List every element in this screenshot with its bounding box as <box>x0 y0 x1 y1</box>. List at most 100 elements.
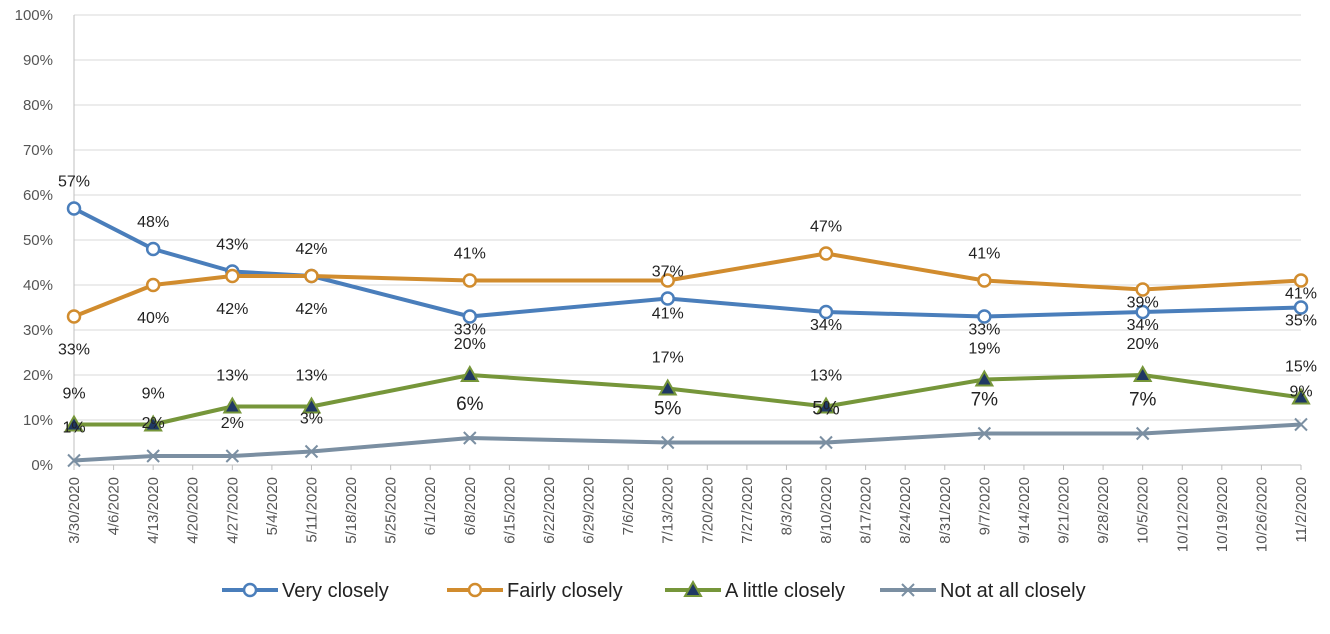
x-tick-label: 9/28/2020 <box>1095 477 1112 544</box>
data-label: 20% <box>454 336 486 353</box>
legend-label: Fairly closely <box>507 580 623 602</box>
point-marker <box>818 304 834 320</box>
series-lines <box>64 201 1311 468</box>
point-marker <box>462 309 478 324</box>
x-tick-label: 6/8/2020 <box>462 477 479 535</box>
x-tick-label: 7/6/2020 <box>620 477 637 535</box>
y-tick-label: 20% <box>23 367 53 384</box>
x-tick-label: 8/10/2020 <box>818 477 835 544</box>
point-marker <box>467 582 483 598</box>
x-tick-label: 4/20/2020 <box>185 477 202 544</box>
point-marker <box>660 273 675 288</box>
x-tick-label: 10/12/2020 <box>1174 477 1191 552</box>
y-tick-label: 0% <box>31 457 53 474</box>
x-tick-label: 11/2/2020 <box>1293 477 1310 543</box>
point-marker <box>977 309 992 324</box>
data-label: 9% <box>142 386 165 403</box>
legend-item: A little closely <box>665 579 845 602</box>
data-label: 39% <box>1127 295 1159 312</box>
x-tick-label: 3/30/2020 <box>66 477 83 544</box>
data-label: 13% <box>216 368 248 385</box>
y-tick-label: 10% <box>23 412 53 429</box>
data-label: 57% <box>58 174 90 191</box>
data-label: 43% <box>216 237 248 254</box>
x-tick-label: 4/13/2020 <box>145 477 162 544</box>
data-label: 41% <box>652 306 684 323</box>
data-label: 7% <box>1129 390 1157 411</box>
x-tick-label: 6/22/2020 <box>541 477 558 544</box>
data-label: 33% <box>454 322 486 339</box>
x-tick-label: 6/15/2020 <box>501 477 518 544</box>
point-marker <box>657 378 678 396</box>
data-label: 5% <box>812 399 840 420</box>
point-marker <box>225 268 240 284</box>
data-label: 2% <box>221 415 244 432</box>
point-marker <box>816 396 836 414</box>
x-axis: 3/30/2020 4/6/2020 4/13/2020 4/20/2020 4/27/… <box>66 464 1310 552</box>
x-tick-label: 8/31/2020 <box>937 477 954 544</box>
point-marker <box>1135 282 1150 297</box>
x-tick-label: 10/19/2020 <box>1214 477 1231 552</box>
point-marker <box>661 435 675 450</box>
y-tick-label: 80% <box>23 97 53 114</box>
point-marker <box>1291 387 1311 405</box>
point-marker <box>66 201 82 216</box>
data-labels: 57% 48% 43% 42% 33% 37% 34% 33% 34% 35% 33% 40% 42% 4… <box>58 174 1317 437</box>
point-marker <box>145 277 161 293</box>
x-tick-label: 7/20/2020 <box>699 477 716 544</box>
data-label: 33% <box>968 322 1000 339</box>
point-marker <box>974 369 995 387</box>
y-tick-label: 40% <box>23 277 53 294</box>
data-label: 9% <box>1289 384 1312 401</box>
gridlines <box>74 14 1301 421</box>
x-tick-label: 9/21/2020 <box>1056 477 1073 544</box>
x-tick-label: 9/14/2020 <box>1016 477 1033 544</box>
point-marker <box>64 414 84 432</box>
data-label: 3% <box>300 411 323 428</box>
x-tick-label: 4/27/2020 <box>224 477 241 544</box>
y-tick-label: 30% <box>23 322 53 339</box>
data-label: 48% <box>137 214 169 231</box>
point-marker <box>67 453 81 468</box>
x-tick-label: 7/27/2020 <box>739 477 756 544</box>
data-label: 42% <box>295 241 327 258</box>
data-label: 19% <box>968 341 1000 358</box>
data-label: 34% <box>810 317 842 334</box>
point-marker <box>1132 364 1153 382</box>
legend: Very closely Fairly closely A little close… <box>222 579 1086 602</box>
data-label: 2% <box>142 415 165 432</box>
x-tick-label: 8/3/2020 <box>778 477 795 535</box>
data-label: 7% <box>971 390 999 411</box>
point-marker <box>463 431 477 445</box>
data-label: 13% <box>295 368 327 385</box>
series-a-little-closely <box>64 364 1311 432</box>
series-line <box>74 373 1302 427</box>
legend-label: Not at all closely <box>940 580 1086 602</box>
x-tick-label: 8/24/2020 <box>897 477 914 544</box>
x-tick-label: 6/29/2020 <box>581 477 598 544</box>
point-marker <box>460 364 480 382</box>
point-marker <box>301 396 322 414</box>
x-tick-label: 10/5/2020 <box>1135 477 1152 544</box>
y-tick-label: 60% <box>23 187 53 204</box>
legend-label: A little closely <box>725 580 845 602</box>
series-very-closely <box>66 201 1309 324</box>
data-label: 15% <box>1285 359 1317 376</box>
point-marker <box>901 583 915 597</box>
data-label: 37% <box>652 264 684 281</box>
data-label: 41% <box>454 246 486 263</box>
series-fairly-closely <box>66 246 1309 324</box>
legend-item: Very closely <box>222 580 389 602</box>
y-tick-label: 90% <box>23 52 53 69</box>
legend-label: Very closely <box>282 580 389 602</box>
point-marker <box>304 444 319 459</box>
x-tick-label: 9/7/2020 <box>976 477 993 535</box>
point-marker <box>660 291 675 306</box>
data-label: 47% <box>810 219 842 236</box>
point-marker <box>462 273 478 288</box>
data-label: 40% <box>137 310 169 327</box>
x-tick-label: 5/25/2020 <box>383 477 400 544</box>
data-label: 42% <box>295 301 327 318</box>
y-tick-label: 70% <box>23 142 53 159</box>
